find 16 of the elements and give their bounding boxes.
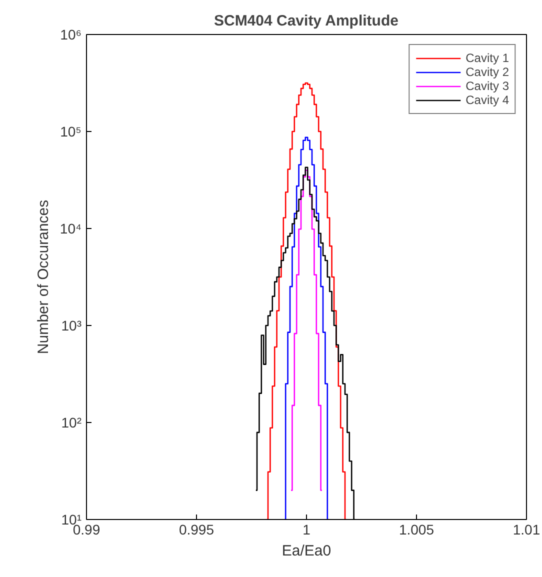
legend-label: Cavity 1 xyxy=(466,51,509,65)
x-tick-label: 1.005 xyxy=(398,522,434,538)
y-tick-label: 10⁶ xyxy=(60,26,82,42)
x-tick-label: 0.995 xyxy=(178,522,214,538)
y-tick-label: 10⁵ xyxy=(60,124,82,140)
x-tick-label: 1 xyxy=(302,522,311,538)
chart-title: SCM404 Cavity Amplitude xyxy=(214,12,398,30)
y-tick-label: 10² xyxy=(61,414,82,430)
legend-label: Cavity 3 xyxy=(466,79,509,93)
y-axis-title: Number of Occurances xyxy=(34,200,52,354)
legend-label: Cavity 4 xyxy=(466,93,509,107)
legend-label: Cavity 2 xyxy=(466,65,509,79)
y-tick-label: 10³ xyxy=(61,318,82,334)
y-tick-label: 10⁴ xyxy=(60,220,82,236)
x-tick-label: 1.01 xyxy=(512,522,540,538)
x-axis-title: Ea/Ea0 xyxy=(282,542,332,560)
